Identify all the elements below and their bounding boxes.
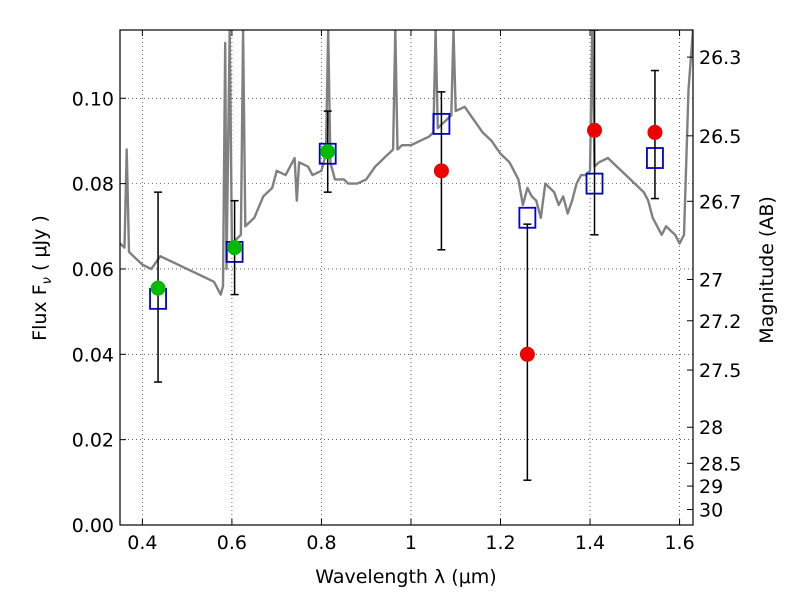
y2-axis-label: Magnitude (AB): [756, 196, 778, 344]
observed-optical-point: [320, 144, 336, 160]
data-marks: [149, 30, 664, 481]
x-tick-label: 1.6: [664, 532, 694, 554]
x-tick-label: 1.2: [485, 532, 515, 554]
y2-tick-label: 30: [699, 500, 723, 522]
y2-tick-label: 27.5: [699, 360, 741, 382]
observed-infrared-point: [433, 163, 449, 179]
x-tick-label: 1: [405, 532, 417, 554]
spectrum-line: [120, 30, 693, 296]
y-axis-label: Flux Fν ( μJy ): [29, 215, 55, 341]
y-tick-label: 0.10: [72, 88, 114, 110]
y-tick-label: 0.06: [72, 259, 114, 281]
y2-tick-label: 28.5: [699, 453, 741, 475]
y2-tick-label: 29: [699, 476, 723, 498]
observed-infrared-point: [647, 124, 663, 140]
x-tick-label: 0.4: [127, 532, 157, 554]
observed-optical-point: [150, 280, 166, 296]
y2-tick-label: 26.7: [699, 191, 741, 213]
y-tick-label: 0.04: [72, 344, 114, 366]
y-axis-label-main: Flux F: [29, 284, 51, 340]
y2-tick-label: 26.3: [699, 47, 741, 69]
axis-ticks: 0.4 0.6 0.8 1 1.2 1.4 1.6 0.00 0.02 0.04 0.06 0.08 0…: [72, 30, 741, 554]
grid: [120, 30, 693, 526]
y2-tick-label: 27: [699, 269, 723, 291]
y2-tick-label: 27.2: [699, 311, 741, 333]
y2-tick-label: 28: [699, 417, 723, 439]
y-tick-label: 0.02: [72, 430, 114, 452]
x-tick-label: 0.6: [217, 532, 247, 554]
x-axis-label: Wavelength λ (μm): [315, 566, 496, 588]
x-tick-label: 0.8: [306, 532, 336, 554]
observed-infrared-point: [519, 346, 535, 362]
observed-infrared-point: [587, 122, 603, 138]
plot-frame: [119, 29, 694, 526]
y-tick-label: 0.00: [72, 515, 114, 537]
y-axis-label-unit: ( μJy ): [29, 215, 51, 277]
spectrum-layer: [120, 30, 693, 296]
y-tick-label: 0.08: [72, 174, 114, 196]
y-axis-label-subscript: ν: [40, 277, 55, 284]
y2-tick-label: 26.5: [699, 126, 741, 148]
x-tick-label: 1.4: [575, 532, 605, 554]
observed-optical-point: [227, 240, 243, 256]
